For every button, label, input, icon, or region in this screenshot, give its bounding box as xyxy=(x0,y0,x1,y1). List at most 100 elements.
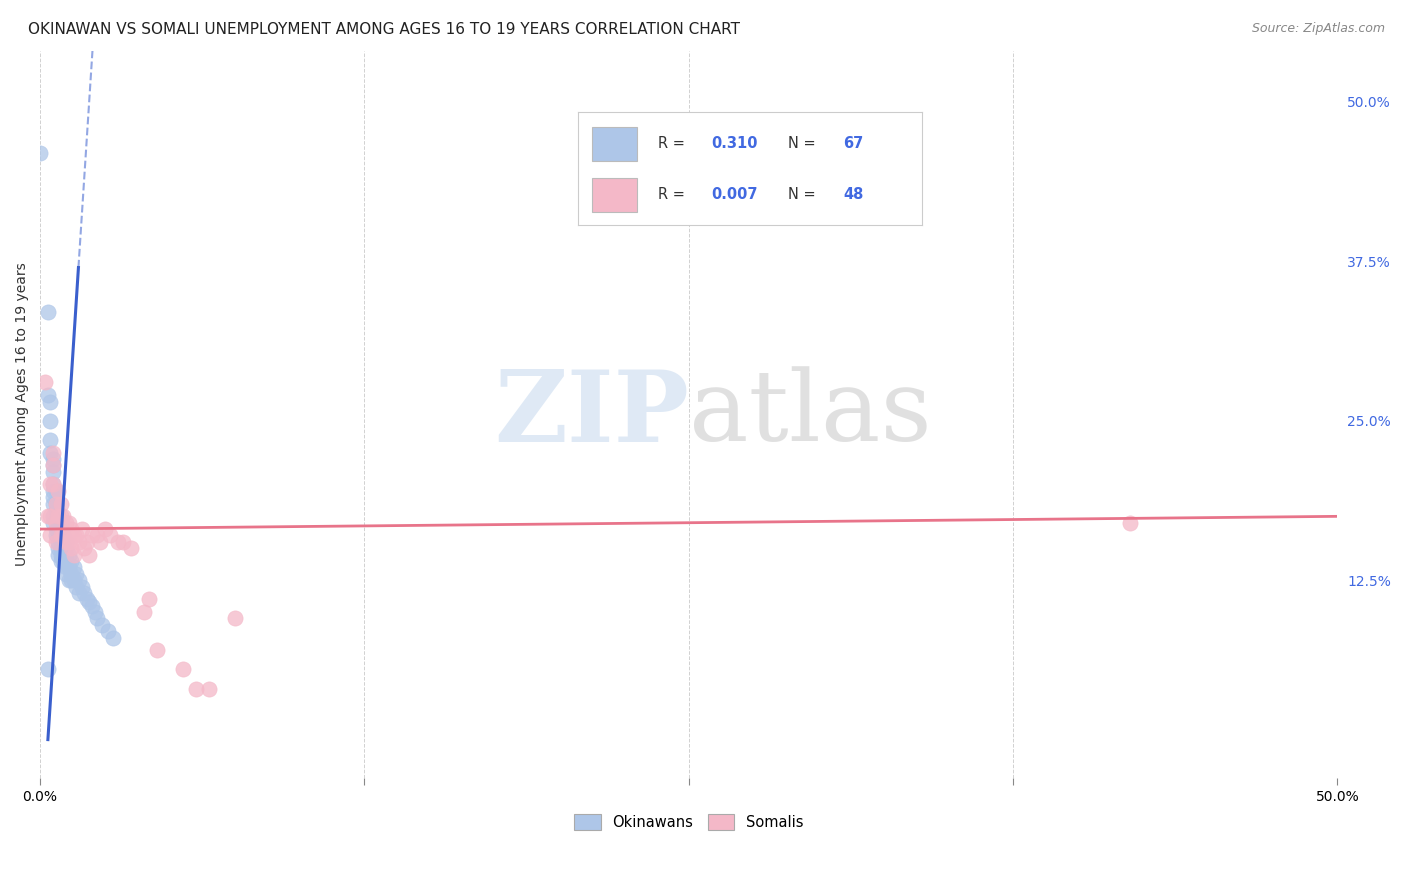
Point xyxy=(73,586,96,600)
Point xyxy=(49,497,72,511)
Point xyxy=(112,534,135,549)
Point xyxy=(146,643,169,657)
Point xyxy=(86,611,108,625)
Point xyxy=(80,528,103,542)
Point xyxy=(42,490,65,504)
Point xyxy=(79,595,101,609)
Point xyxy=(45,522,67,536)
Point xyxy=(42,458,65,473)
Point xyxy=(55,560,77,574)
Point xyxy=(55,566,77,581)
Point xyxy=(55,516,77,530)
Point xyxy=(52,528,75,542)
Point xyxy=(45,534,67,549)
Point xyxy=(70,522,93,536)
Point xyxy=(46,509,69,524)
Text: ZIP: ZIP xyxy=(494,366,689,463)
Point xyxy=(80,599,103,613)
Point xyxy=(1119,516,1142,530)
Point xyxy=(58,548,80,562)
Point xyxy=(132,605,155,619)
Point xyxy=(91,617,114,632)
Point xyxy=(120,541,142,556)
Point xyxy=(63,560,86,574)
Point xyxy=(34,376,56,390)
Point xyxy=(89,534,111,549)
Point xyxy=(83,605,105,619)
Point xyxy=(52,528,75,542)
Point xyxy=(39,445,62,459)
Point xyxy=(60,522,83,536)
Point xyxy=(45,497,67,511)
Point xyxy=(49,541,72,556)
Point xyxy=(55,534,77,549)
Point xyxy=(49,509,72,524)
Point xyxy=(46,483,69,498)
Point xyxy=(65,528,87,542)
Point xyxy=(60,566,83,581)
Point xyxy=(94,522,117,536)
Point xyxy=(224,611,246,625)
Point xyxy=(42,465,65,479)
Point xyxy=(39,509,62,524)
Point xyxy=(39,477,62,491)
Point xyxy=(37,509,59,524)
Point xyxy=(37,662,59,676)
Point xyxy=(86,528,108,542)
Point xyxy=(46,541,69,556)
Point xyxy=(65,566,87,581)
Point xyxy=(46,528,69,542)
Point xyxy=(49,516,72,530)
Point xyxy=(52,509,75,524)
Point xyxy=(55,541,77,556)
Point xyxy=(60,541,83,556)
Point xyxy=(42,458,65,473)
Point xyxy=(30,145,52,160)
Point xyxy=(138,592,160,607)
Point xyxy=(55,548,77,562)
Point xyxy=(65,580,87,594)
Point xyxy=(42,483,65,498)
Point xyxy=(45,483,67,498)
Text: atlas: atlas xyxy=(689,367,932,462)
Point xyxy=(42,445,65,459)
Point xyxy=(46,509,69,524)
Point xyxy=(45,497,67,511)
Point xyxy=(39,528,62,542)
Point xyxy=(52,534,75,549)
Point xyxy=(98,528,121,542)
Point xyxy=(39,433,62,447)
Point xyxy=(172,662,194,676)
Point xyxy=(49,554,72,568)
Point xyxy=(63,528,86,542)
Point xyxy=(39,394,62,409)
Y-axis label: Unemployment Among Ages 16 to 19 years: Unemployment Among Ages 16 to 19 years xyxy=(15,262,30,566)
Point xyxy=(79,548,101,562)
Point xyxy=(184,681,207,696)
Text: OKINAWAN VS SOMALI UNEMPLOYMENT AMONG AGES 16 TO 19 YEARS CORRELATION CHART: OKINAWAN VS SOMALI UNEMPLOYMENT AMONG AG… xyxy=(28,22,740,37)
Point xyxy=(60,573,83,587)
Point xyxy=(67,534,90,549)
Point xyxy=(46,522,69,536)
Point xyxy=(197,681,219,696)
Point xyxy=(42,509,65,524)
Point xyxy=(46,534,69,549)
Point xyxy=(101,631,124,645)
Point xyxy=(39,414,62,428)
Point xyxy=(46,548,69,562)
Point xyxy=(52,554,75,568)
Point xyxy=(60,554,83,568)
Point xyxy=(58,534,80,549)
Point xyxy=(76,592,98,607)
Point xyxy=(42,477,65,491)
Point xyxy=(67,586,90,600)
Point xyxy=(45,503,67,517)
Point xyxy=(49,548,72,562)
Point xyxy=(45,516,67,530)
Point xyxy=(70,580,93,594)
Point xyxy=(37,388,59,402)
Point xyxy=(107,534,129,549)
Point xyxy=(73,541,96,556)
Point xyxy=(55,534,77,549)
Point xyxy=(67,573,90,587)
